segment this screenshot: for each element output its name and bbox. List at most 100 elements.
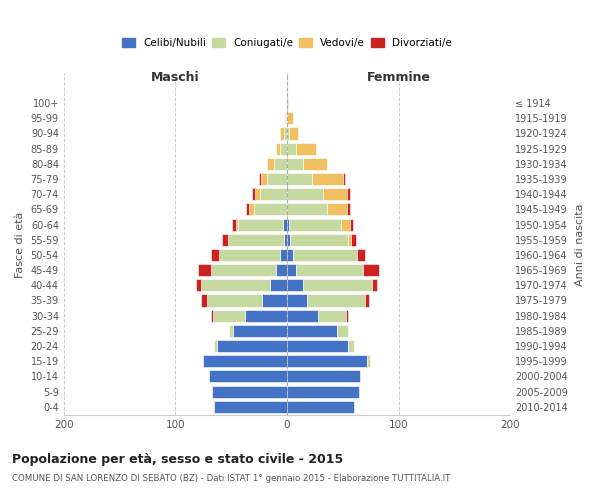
Bar <box>276 142 280 154</box>
Bar <box>267 158 274 170</box>
Bar <box>209 370 287 382</box>
Bar <box>287 173 311 185</box>
Bar <box>284 128 287 140</box>
Y-axis label: Anni di nascita: Anni di nascita <box>575 203 585 285</box>
Bar <box>287 370 359 382</box>
Bar <box>249 204 254 216</box>
Bar <box>346 310 349 322</box>
Bar <box>286 112 287 124</box>
Text: Maschi: Maschi <box>151 71 200 84</box>
Bar <box>296 264 363 276</box>
Bar <box>245 310 287 322</box>
Bar <box>254 188 260 200</box>
Bar <box>287 386 359 398</box>
Bar <box>214 340 217 352</box>
Bar <box>287 279 302 291</box>
Bar <box>254 204 287 216</box>
Bar <box>198 264 211 276</box>
Bar <box>289 128 298 140</box>
Bar <box>302 279 372 291</box>
Bar <box>349 234 350 246</box>
Bar <box>228 234 284 246</box>
Bar <box>201 279 271 291</box>
Bar <box>260 188 287 200</box>
Bar <box>206 294 262 306</box>
Bar <box>367 355 370 368</box>
Y-axis label: Fasce di età: Fasce di età <box>15 211 25 278</box>
Text: Popolazione per età, sesso e stato civile - 2015: Popolazione per età, sesso e stato civil… <box>12 452 343 466</box>
Bar <box>233 325 287 337</box>
Bar <box>253 188 254 200</box>
Bar <box>201 294 206 306</box>
Bar <box>349 340 354 352</box>
Bar <box>365 294 368 306</box>
Bar <box>262 294 287 306</box>
Bar <box>246 204 249 216</box>
Bar <box>287 128 289 140</box>
Bar <box>238 218 283 230</box>
Bar <box>293 249 358 261</box>
Bar <box>337 325 349 337</box>
Bar <box>267 173 287 185</box>
Bar <box>358 249 365 261</box>
Bar <box>350 234 356 246</box>
Bar <box>287 218 289 230</box>
Bar <box>229 325 233 337</box>
Bar <box>236 218 238 230</box>
Bar <box>350 218 353 230</box>
Bar <box>203 355 287 368</box>
Bar <box>274 158 287 170</box>
Bar <box>223 234 228 246</box>
Bar <box>307 294 365 306</box>
Bar <box>323 188 347 200</box>
Bar <box>280 249 287 261</box>
Bar <box>343 173 345 185</box>
Bar <box>214 310 245 322</box>
Bar <box>347 188 350 200</box>
Bar <box>287 142 296 154</box>
Legend: Celibi/Nubili, Coniugati/e, Vedovi/e, Divorziati/e: Celibi/Nubili, Coniugati/e, Vedovi/e, Di… <box>122 38 452 48</box>
Bar <box>287 264 296 276</box>
Bar <box>363 264 379 276</box>
Bar <box>287 234 290 246</box>
Bar <box>287 400 354 413</box>
Bar <box>284 234 287 246</box>
Bar <box>211 249 219 261</box>
Bar <box>287 325 337 337</box>
Bar <box>214 400 287 413</box>
Bar <box>319 310 346 322</box>
Bar <box>285 112 286 124</box>
Bar <box>259 173 262 185</box>
Bar <box>287 158 302 170</box>
Bar <box>211 264 276 276</box>
Bar <box>287 294 307 306</box>
Bar <box>287 204 327 216</box>
Bar <box>327 204 347 216</box>
Bar <box>372 279 377 291</box>
Bar <box>219 249 280 261</box>
Bar <box>196 279 201 291</box>
Bar <box>276 264 287 276</box>
Bar <box>262 173 267 185</box>
Bar <box>289 218 341 230</box>
Text: COMUNE DI SAN LORENZO DI SEBATO (BZ) - Dati ISTAT 1° gennaio 2015 - Elaborazione: COMUNE DI SAN LORENZO DI SEBATO (BZ) - D… <box>12 474 451 483</box>
Bar <box>287 249 293 261</box>
Bar <box>302 158 327 170</box>
Bar <box>290 234 349 246</box>
Bar <box>287 340 349 352</box>
Bar <box>287 310 319 322</box>
Bar <box>280 128 284 140</box>
Text: Femmine: Femmine <box>367 71 431 84</box>
Bar <box>347 204 350 216</box>
Bar <box>296 142 316 154</box>
Bar <box>287 97 288 109</box>
Bar <box>287 188 323 200</box>
Bar <box>211 310 214 322</box>
Bar <box>287 355 367 368</box>
Bar <box>232 218 236 230</box>
Bar <box>217 340 287 352</box>
Bar <box>212 386 287 398</box>
Bar <box>287 112 293 124</box>
Bar <box>283 218 287 230</box>
Bar <box>271 279 287 291</box>
